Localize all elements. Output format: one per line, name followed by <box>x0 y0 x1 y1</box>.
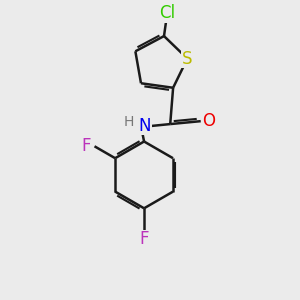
Text: F: F <box>82 137 91 155</box>
Text: O: O <box>202 112 215 130</box>
Text: S: S <box>182 50 193 68</box>
Text: H: H <box>124 115 134 129</box>
Text: Cl: Cl <box>159 4 175 22</box>
Text: F: F <box>139 230 149 248</box>
Text: N: N <box>138 116 151 134</box>
